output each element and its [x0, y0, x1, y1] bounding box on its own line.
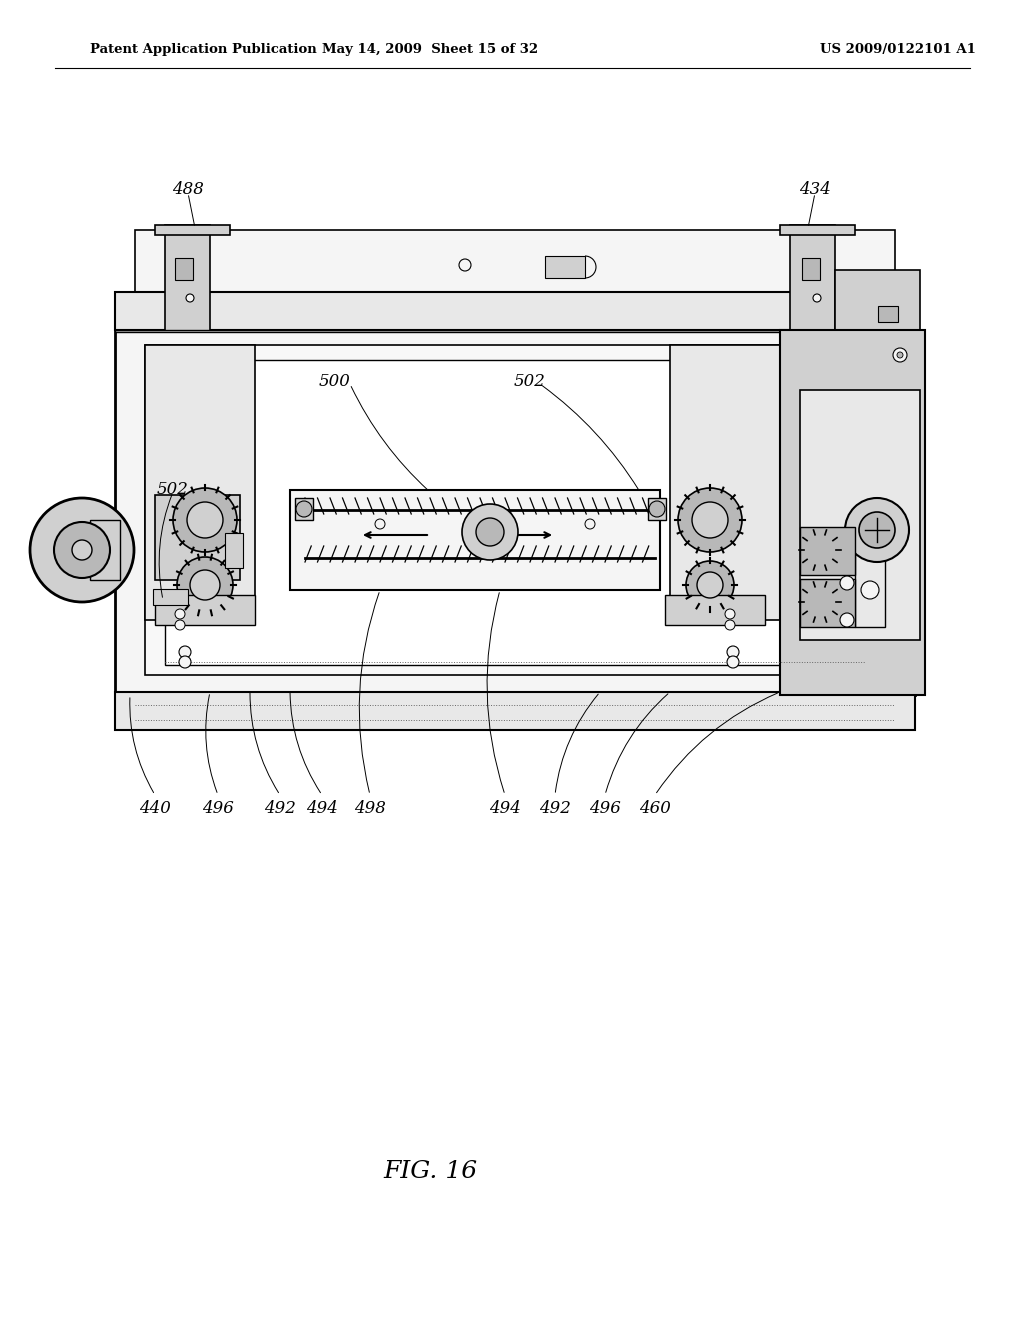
- Polygon shape: [155, 224, 230, 235]
- Circle shape: [30, 498, 134, 602]
- Text: 496: 496: [202, 800, 233, 817]
- Circle shape: [187, 502, 223, 539]
- Circle shape: [186, 294, 194, 302]
- Text: 494: 494: [489, 800, 521, 817]
- Polygon shape: [115, 330, 915, 333]
- Circle shape: [897, 352, 903, 358]
- Text: 496: 496: [589, 800, 621, 817]
- Circle shape: [649, 502, 665, 517]
- Circle shape: [296, 502, 312, 517]
- Text: 492: 492: [539, 800, 571, 817]
- Text: 488: 488: [172, 181, 204, 198]
- Bar: [878, 306, 898, 322]
- Circle shape: [725, 620, 735, 630]
- Circle shape: [813, 294, 821, 302]
- Bar: [145, 345, 255, 620]
- Text: 502: 502: [514, 374, 546, 391]
- Circle shape: [727, 645, 739, 657]
- Circle shape: [845, 498, 909, 562]
- Circle shape: [893, 348, 907, 362]
- Polygon shape: [835, 271, 920, 333]
- Circle shape: [179, 645, 191, 657]
- Circle shape: [697, 572, 723, 598]
- Bar: [295, 498, 313, 520]
- Polygon shape: [870, 333, 920, 389]
- Bar: [290, 490, 660, 590]
- Bar: [155, 595, 255, 624]
- Circle shape: [179, 656, 191, 668]
- Bar: [175, 257, 193, 280]
- Bar: [648, 498, 666, 520]
- Bar: [135, 230, 895, 319]
- Bar: [802, 257, 820, 280]
- Bar: [670, 345, 780, 620]
- Circle shape: [686, 561, 734, 609]
- Bar: [115, 330, 915, 696]
- Circle shape: [175, 609, 185, 619]
- Bar: [800, 527, 855, 576]
- Circle shape: [692, 502, 728, 539]
- Bar: [155, 495, 240, 579]
- Circle shape: [54, 521, 110, 578]
- Circle shape: [173, 488, 237, 552]
- Text: FIG. 16: FIG. 16: [383, 1160, 477, 1184]
- Text: 498: 498: [354, 800, 386, 817]
- Circle shape: [585, 519, 595, 529]
- Text: 500: 500: [319, 374, 351, 391]
- Circle shape: [375, 519, 385, 529]
- Bar: [225, 533, 243, 568]
- Circle shape: [840, 576, 854, 590]
- Bar: [115, 692, 915, 730]
- Text: 494: 494: [306, 800, 338, 817]
- Bar: [800, 579, 855, 627]
- Bar: [890, 345, 908, 366]
- Circle shape: [175, 620, 185, 630]
- Bar: [90, 520, 120, 579]
- Text: US 2009/0122101 A1: US 2009/0122101 A1: [820, 44, 976, 57]
- Bar: [165, 360, 865, 665]
- Circle shape: [678, 488, 742, 552]
- Circle shape: [177, 557, 233, 612]
- Circle shape: [459, 259, 471, 271]
- Text: May 14, 2009  Sheet 15 of 32: May 14, 2009 Sheet 15 of 32: [322, 44, 538, 57]
- Bar: [115, 292, 915, 330]
- Bar: [855, 527, 885, 627]
- Text: 492: 492: [264, 800, 296, 817]
- Polygon shape: [780, 224, 855, 235]
- Text: 440: 440: [139, 800, 171, 817]
- Circle shape: [727, 656, 739, 668]
- Circle shape: [840, 612, 854, 627]
- Bar: [145, 345, 885, 675]
- Text: 502: 502: [157, 482, 189, 499]
- Text: 434: 434: [799, 181, 830, 198]
- Bar: [153, 589, 188, 605]
- Text: Patent Application Publication: Patent Application Publication: [90, 44, 316, 57]
- Polygon shape: [790, 224, 835, 333]
- Circle shape: [476, 517, 504, 546]
- Circle shape: [725, 609, 735, 619]
- Circle shape: [861, 581, 879, 599]
- Bar: [665, 595, 765, 624]
- Circle shape: [190, 570, 220, 601]
- Bar: [800, 389, 920, 640]
- Circle shape: [462, 504, 518, 560]
- Circle shape: [72, 540, 92, 560]
- Circle shape: [859, 512, 895, 548]
- Bar: [545, 256, 585, 279]
- Bar: [780, 330, 925, 696]
- Text: 460: 460: [639, 800, 671, 817]
- Polygon shape: [165, 224, 210, 333]
